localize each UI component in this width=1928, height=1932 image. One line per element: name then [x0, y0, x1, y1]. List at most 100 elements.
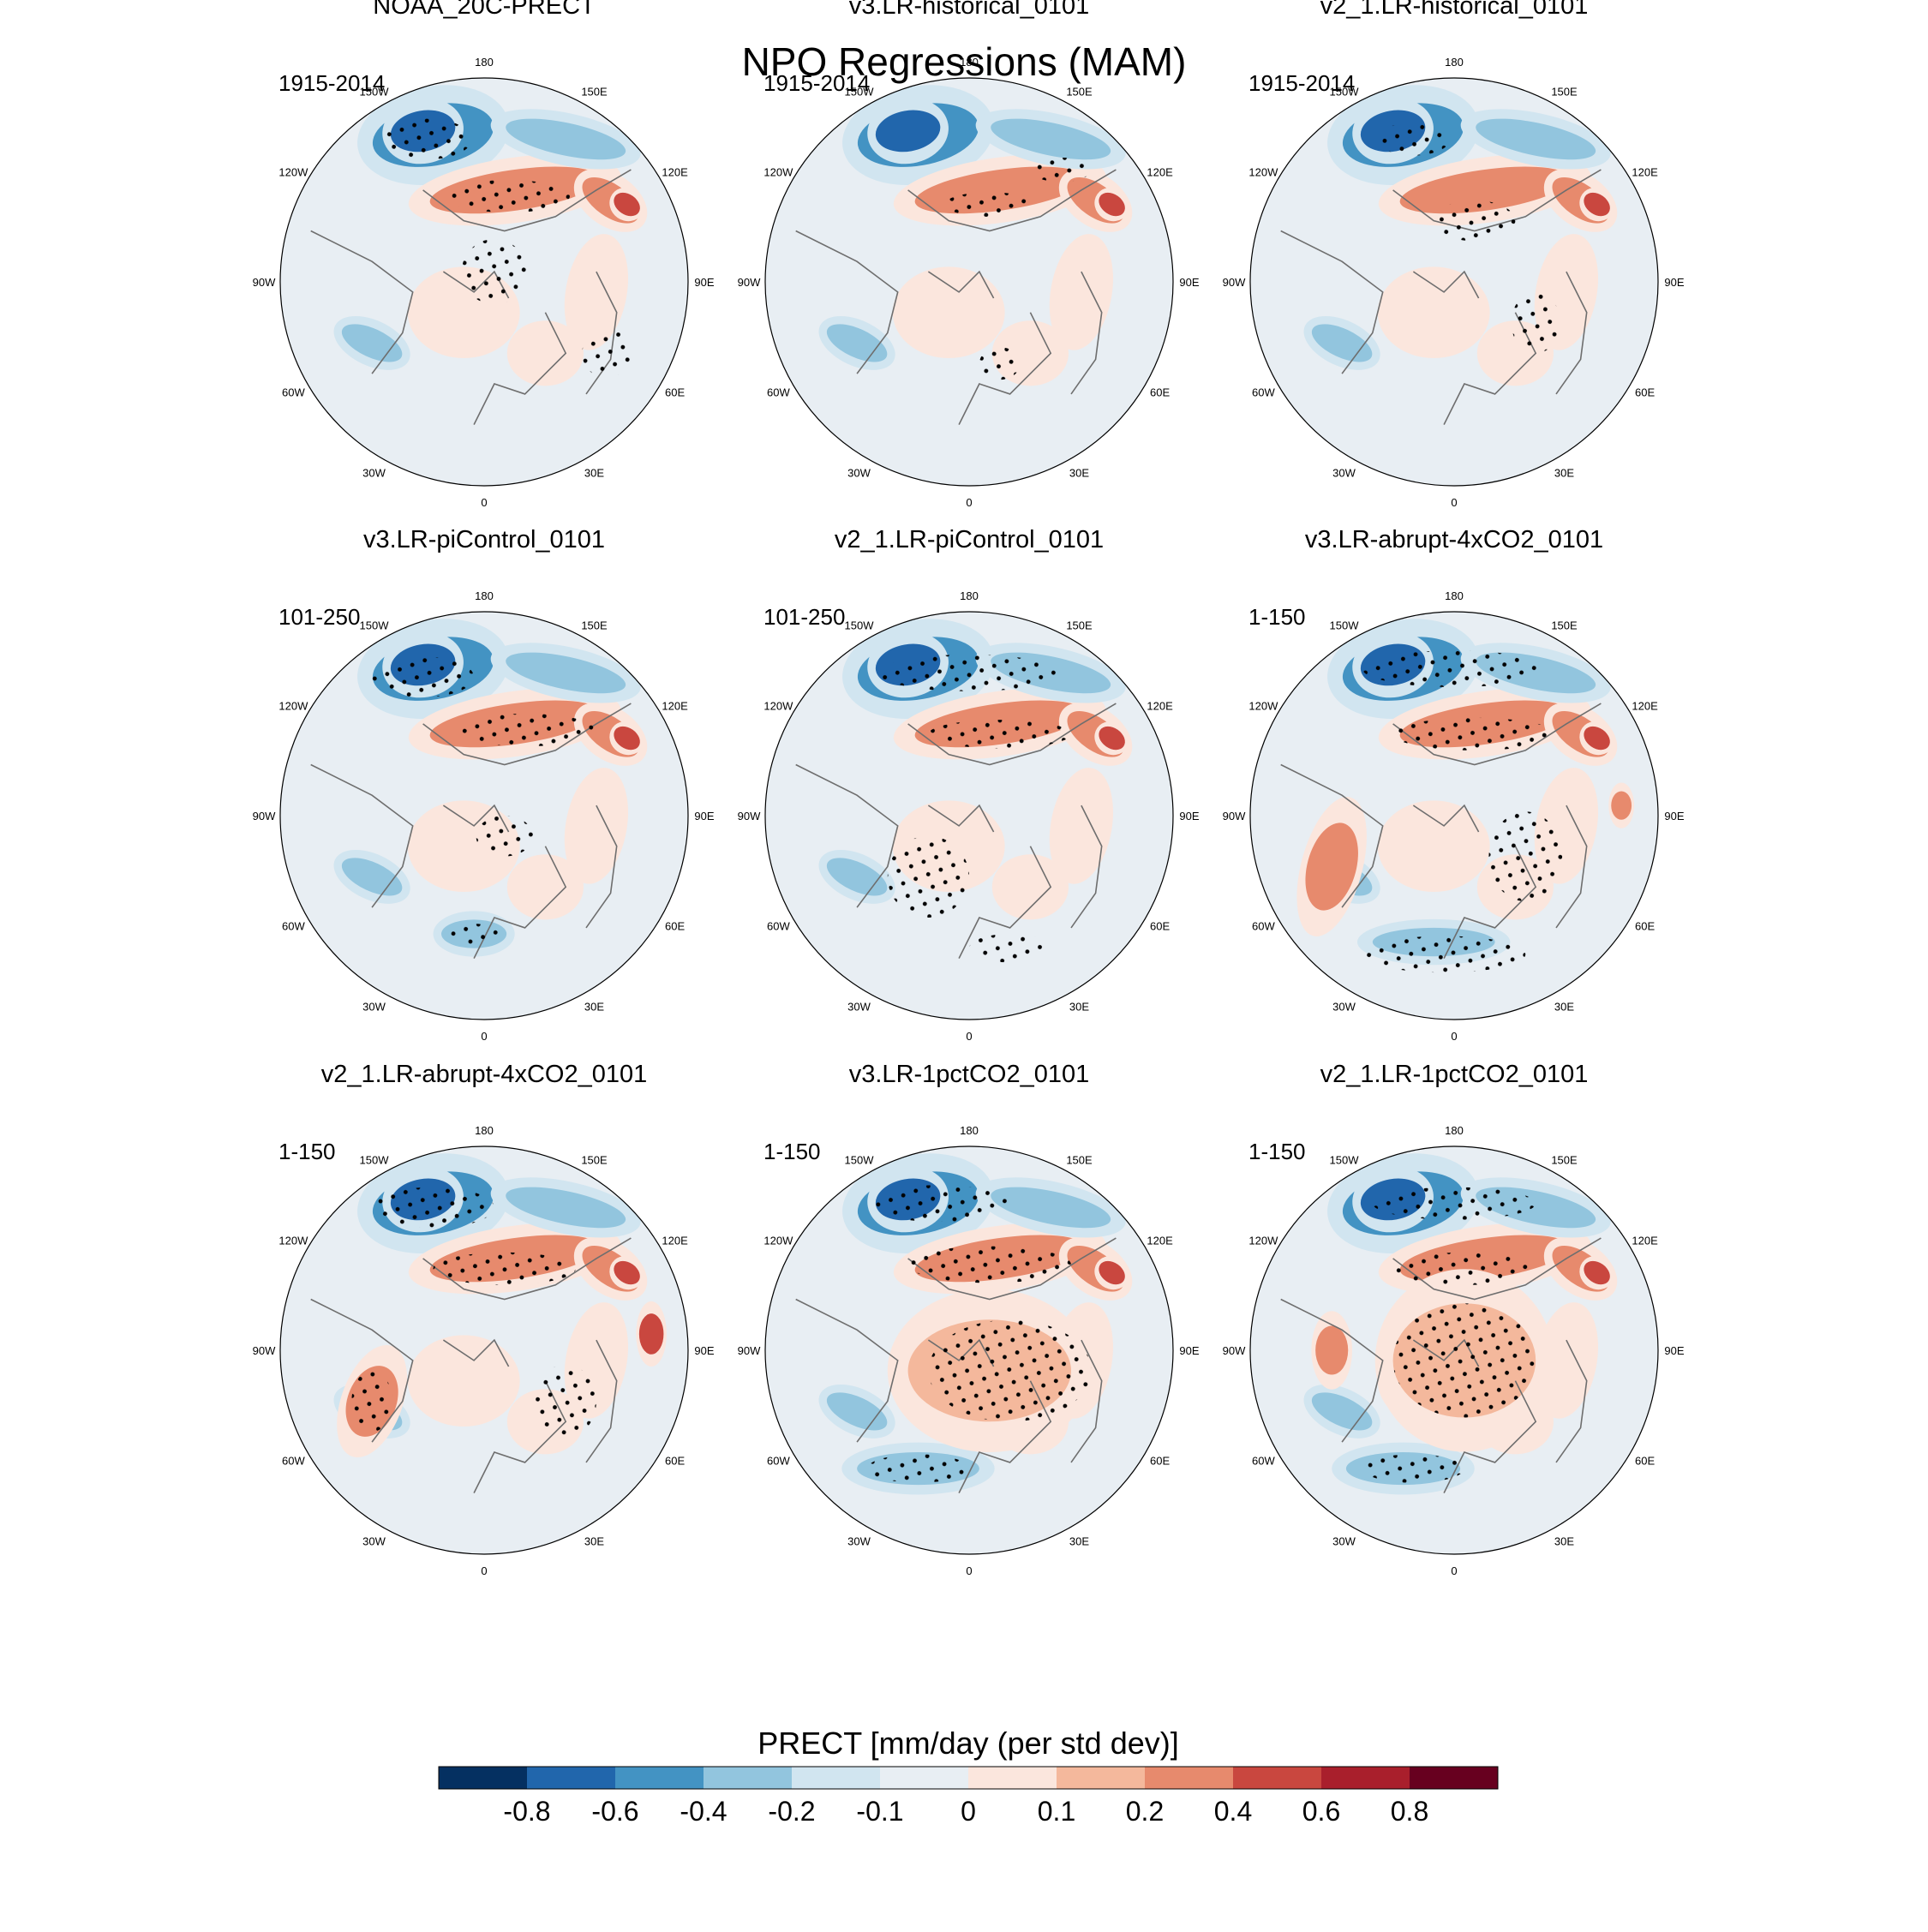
panel-title: v2_1.LR-1pctCO2_0101 [1320, 1061, 1589, 1088]
significance-stipple [1030, 157, 1092, 182]
coastline [310, 230, 414, 374]
panel-title: v3.LR-historical_0101 [849, 0, 1089, 20]
panel: v3.LR-1pctCO2_0101 1-150 180 150E 120E 90E 60E… [738, 1061, 1200, 1577]
longitude-label: 120E [662, 700, 688, 713]
significance-stipple [1376, 123, 1451, 156]
field-anomaly [1099, 1260, 1125, 1285]
coastline [1070, 271, 1103, 395]
field-anomaly [506, 118, 626, 160]
longitude-label: 180 [1445, 589, 1464, 602]
longitude-label: 60W [282, 920, 305, 933]
coastline [907, 1237, 1117, 1301]
significance-stipple [1488, 811, 1563, 901]
longitude-label: 150E [1066, 1153, 1093, 1166]
panel: v2_1.LR-1pctCO2_0101 1-150 180 150E 120E 90E 6… [1223, 1061, 1685, 1577]
longitude-label: 60W [1252, 1455, 1275, 1468]
significance-stipple [969, 934, 1051, 963]
map-border [764, 77, 1174, 487]
coastline [1555, 271, 1588, 395]
longitude-label: 90E [1664, 1344, 1684, 1357]
coastline [1392, 703, 1602, 766]
significance-stipple [1362, 650, 1547, 688]
main-title: NPO Regressions (MAM) [742, 39, 1187, 84]
map-field [1250, 612, 1658, 1020]
colorbar-tick-label: -0.4 [680, 1796, 727, 1827]
map-border [764, 1145, 1174, 1555]
longitude-label: 180 [1445, 1124, 1464, 1137]
significance-stipple [1392, 1252, 1536, 1285]
longitude-label: 30E [584, 1535, 604, 1548]
longitude-label: 120W [763, 166, 793, 179]
longitude-label: 30W [1332, 1001, 1356, 1014]
longitude-label: 90W [253, 276, 276, 289]
longitude-label: 150E [581, 85, 608, 98]
longitude-label: 120E [1632, 166, 1658, 179]
longitude-label: 0 [966, 496, 972, 509]
coastline [1280, 1298, 1384, 1443]
longitude-label: 30W [847, 467, 871, 480]
coastline [310, 763, 414, 908]
coastline [1070, 1339, 1103, 1463]
longitude-label: 90E [1664, 810, 1684, 822]
coastline [958, 846, 1052, 959]
field-anomaly [999, 866, 1062, 908]
significance-stipple [372, 656, 475, 697]
coastline [310, 1298, 414, 1443]
longitude-label: 90E [694, 1344, 714, 1357]
colorbar-tick-label: -0.8 [503, 1796, 550, 1827]
field-anomaly [1476, 118, 1596, 160]
longitude-label: 30W [1332, 1535, 1356, 1548]
longitude-label: 90E [1179, 1344, 1199, 1357]
longitude-label: 60E [1150, 1455, 1170, 1468]
field-anomaly [506, 652, 626, 694]
longitude-label: 0 [481, 1030, 487, 1043]
longitude-label: 30E [1554, 1535, 1574, 1548]
colorbar-tick-label: -0.1 [856, 1796, 903, 1827]
coastline [907, 169, 1117, 232]
panel-period: 101-250 [278, 604, 360, 630]
field-anomaly [903, 284, 994, 342]
longitude-label: 90E [1664, 276, 1684, 289]
longitude-label: 90W [738, 810, 761, 822]
map-field [280, 1146, 688, 1554]
coastline [422, 703, 632, 766]
longitude-label: 150W [845, 85, 875, 98]
longitude-label: 120E [1147, 166, 1173, 179]
panel: NOAA_20C-PRECT 1915-2014 180 150E 120E 90E 60E… [253, 0, 715, 509]
panel-period: 1-150 [278, 1139, 336, 1164]
longitude-label: 120W [1248, 1235, 1278, 1247]
coastline [795, 763, 899, 908]
longitude-label: 60E [665, 920, 685, 933]
longitude-label: 120E [1632, 1235, 1658, 1247]
field-anomaly [1315, 1325, 1349, 1375]
panel-period: 1915-2014 [1248, 70, 1355, 96]
coastline [473, 312, 567, 425]
coastline [1555, 805, 1588, 929]
longitude-label: 60E [1150, 386, 1170, 399]
field-anomaly [1584, 1260, 1610, 1285]
panel-period: 1915-2014 [278, 70, 385, 96]
field-anomaly [991, 118, 1111, 160]
panel-period: 1-150 [1248, 604, 1306, 630]
field-anomaly [638, 1313, 664, 1355]
colorbar-swatch [880, 1767, 969, 1789]
longitude-label: 120E [1147, 1235, 1173, 1247]
longitude-label: 30E [1069, 1001, 1089, 1014]
coastline [1555, 1339, 1588, 1463]
panel-grid: NOAA_20C-PRECT 1915-2014 180 150E 120E 90E 60E… [253, 0, 1685, 1577]
longitude-label: 180 [475, 1124, 494, 1137]
panel-title: v3.LR-abrupt-4xCO2_0101 [1305, 526, 1603, 553]
panel-title: v3.LR-piControl_0101 [363, 526, 605, 553]
field-anomaly [1584, 192, 1610, 217]
field-anomaly [1399, 166, 1570, 214]
coastline [422, 1237, 632, 1301]
map-field [1250, 1146, 1658, 1554]
longitude-label: 150W [1330, 619, 1360, 631]
significance-stipple [979, 347, 1021, 380]
longitude-label: 150W [360, 619, 390, 631]
field-anomaly [1584, 726, 1610, 751]
significance-stipple [944, 192, 1035, 217]
longitude-label: 180 [960, 589, 979, 602]
significance-stipple [1511, 291, 1560, 354]
